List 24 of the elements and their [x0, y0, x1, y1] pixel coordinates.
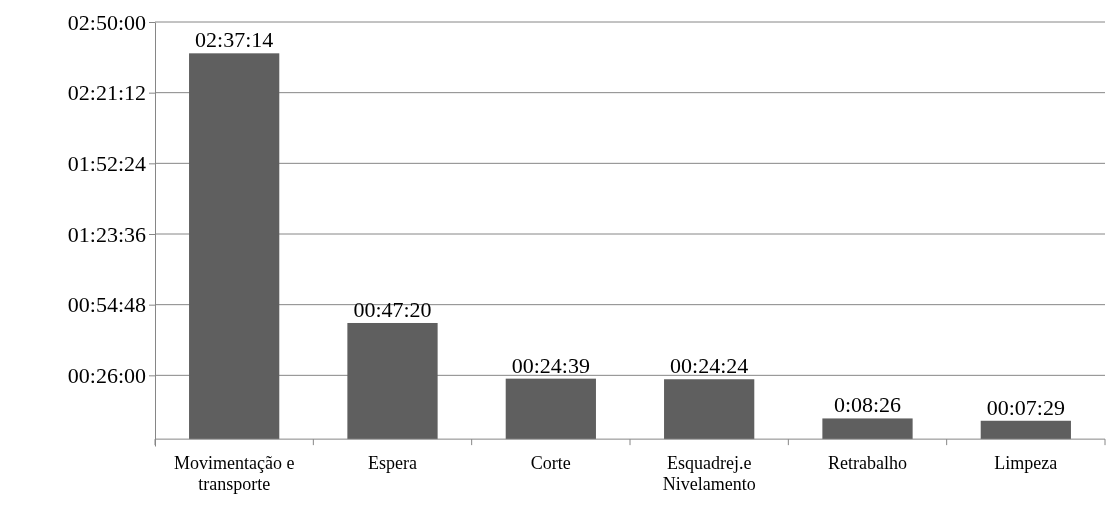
x-tick-label: Retrabalho	[828, 453, 907, 474]
y-tick-label: 01:52:24	[67, 150, 146, 176]
x-tick-label: Espera	[368, 453, 417, 474]
bar	[664, 379, 755, 440]
data-label: 02:37:14	[195, 27, 274, 53]
y-tick-label: 01:23:36	[67, 221, 146, 247]
bar	[822, 418, 913, 440]
data-label: 00:47:20	[353, 296, 432, 322]
data-label: 00:24:24	[670, 353, 749, 379]
x-tick-label: Corte	[530, 453, 571, 474]
bar	[980, 420, 1071, 440]
x-tick-label: Movimentação e transporte	[173, 453, 295, 494]
data-label: 0:08:26	[833, 392, 902, 418]
data-label: 00:24:39	[511, 352, 590, 378]
bar	[347, 322, 438, 440]
data-label: 00:07:29	[986, 394, 1065, 420]
y-tick-label: 02:50:00	[67, 9, 146, 35]
y-tick-label: 00:54:48	[67, 292, 146, 318]
bar	[505, 378, 596, 440]
y-tick-label: 00:26:00	[67, 362, 146, 388]
y-tick-label: 02:21:12	[67, 80, 146, 106]
x-tick-label: Limpeza	[994, 453, 1058, 474]
bar	[189, 53, 280, 440]
x-tick-label: Esquadrej.e Nivelamento	[662, 453, 756, 494]
